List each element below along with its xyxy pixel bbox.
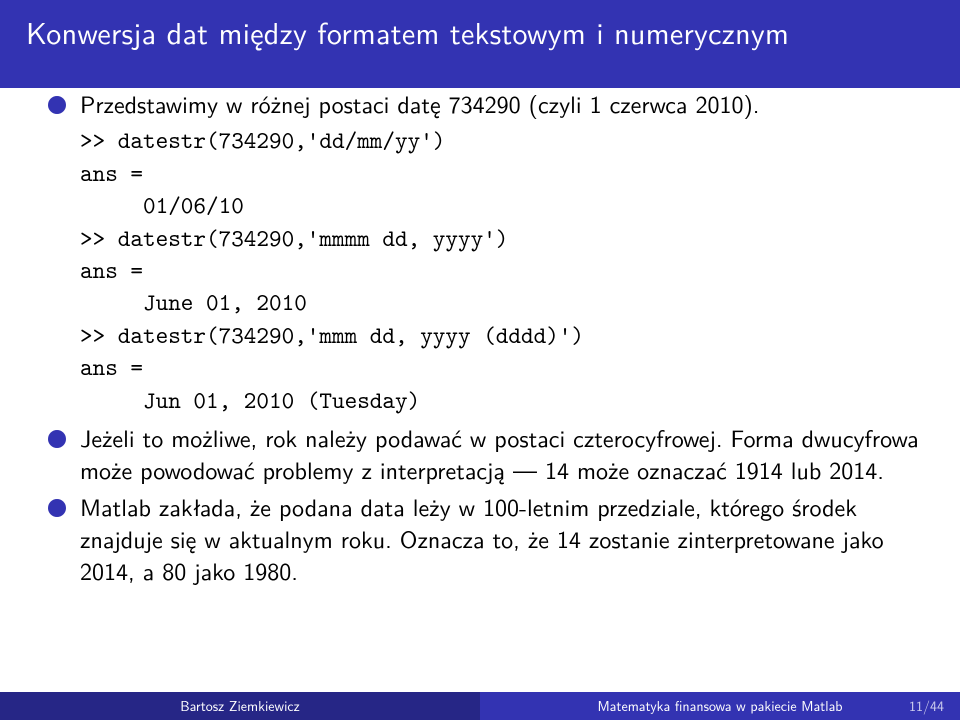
bullet-icon	[48, 430, 66, 448]
code-block: >> datestr(734290,'dd/mm/yy') ans = 01/0…	[80, 124, 920, 416]
bullet-text: Matlab zakłada, że podana data leży w 10…	[80, 491, 920, 588]
bullet-item: Przedstawimy w różnej postaci datę 73429…	[48, 88, 920, 120]
footer-author: Bartosz Ziemkiewicz	[180, 696, 300, 716]
bullet-item: Matlab zakłada, że podana data leży w 10…	[48, 491, 920, 588]
bullet-text: Jeżeli to możliwe, rok należy podawać w …	[80, 422, 920, 487]
bullet-icon	[48, 499, 66, 517]
footer: Bartosz Ziemkiewicz Matematyka finansowa…	[0, 692, 960, 720]
footer-page-number: 11/44	[909, 696, 944, 716]
bullet-item: Jeżeli to możliwe, rok należy podawać w …	[48, 422, 920, 487]
bullet-icon	[48, 96, 66, 114]
footer-author-section: Bartosz Ziemkiewicz	[0, 692, 480, 720]
slide: Konwersja dat między formatem tekstowym …	[0, 0, 960, 720]
bullet-text: Przedstawimy w różnej postaci datę 73429…	[80, 88, 920, 120]
footer-course: Matematyka finansowa w pakiecie Matlab	[597, 696, 842, 716]
slide-title: Konwersja dat między formatem tekstowym …	[26, 10, 789, 54]
title-bar: Konwersja dat między formatem tekstowym …	[0, 0, 960, 88]
footer-course-section: Matematyka finansowa w pakiecie Matlab 1…	[480, 692, 960, 720]
slide-content: Przedstawimy w różnej postaci datę 73429…	[48, 88, 920, 592]
